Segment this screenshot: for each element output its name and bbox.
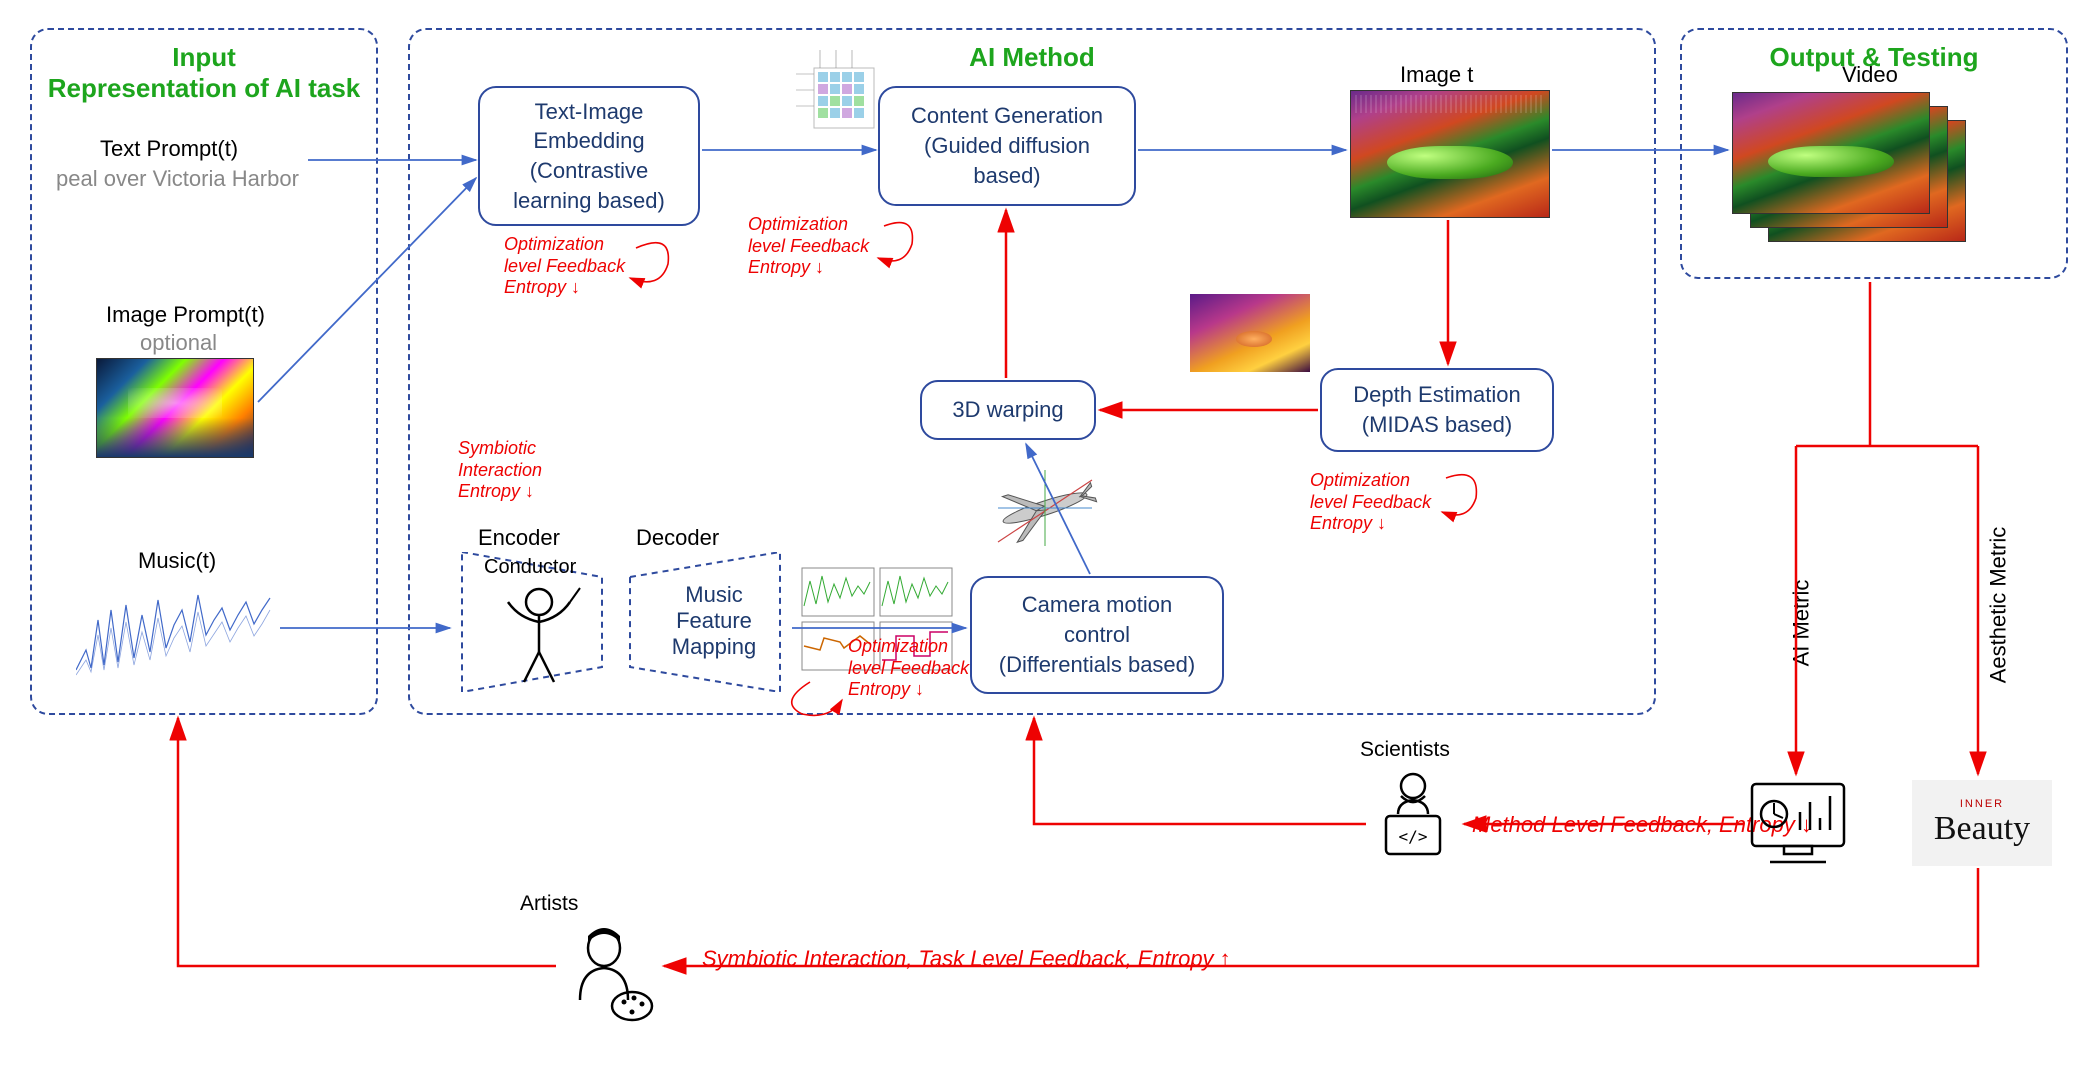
node-depth-text: Depth Estimation (MIDAS based) [1353,380,1521,439]
ai-metric-label: AI Metric [1788,580,1814,667]
image-prompt-label: Image Prompt(t) [106,302,265,328]
text-prompt-label: Text Prompt(t) [100,136,238,162]
matrix-icon [796,50,878,132]
aesthetic-metric-label: Aesthetic Metric [1985,527,2011,684]
node-embedding: Text-Image Embedding (Contrastive learni… [478,86,700,226]
text-prompt-example: peal over Victoria Harbor [56,166,299,192]
panel-input-title-l1: Input Representation of AI task [48,42,361,103]
node-generation-text: Content Generation (Guided diffusion bas… [911,101,1103,190]
node-depth: Depth Estimation (MIDAS based) [1320,368,1554,452]
label-artists: Artists [520,892,578,916]
depth-thumb [1190,294,1310,372]
svg-text:</>: </> [1399,827,1428,846]
conductor-icon [484,580,594,690]
input-image-thumb [96,358,254,458]
node-warp-text: 3D warping [952,395,1063,425]
fb-task: Symbiotic Interaction, Task Level Feedba… [702,946,1231,972]
inner-text: INNER [1960,798,2004,810]
fb-gen: Optimization level Feedback Entropy ↓ [748,214,869,279]
fb-depth: Optimization level Feedback Entropy ↓ [1310,470,1431,535]
fb-cam: Optimization level Feedback Entropy ↓ [848,636,969,701]
label-scientists: Scientists [1360,738,1450,762]
node-music-text: Music Feature Mapping [672,582,756,660]
image-prompt-optional: optional [140,330,217,356]
node-music: Music Feature Mapping [640,562,788,680]
ai-metric-icon [1746,778,1850,872]
node-warp: 3D warping [920,380,1096,440]
fb-embed: Optimization level Feedback Entropy ↓ [504,234,625,299]
imaget-thumb [1350,90,1550,218]
fb-sym: Symbiotic Interaction Entropy ↓ [458,438,542,503]
artists-icon [560,922,660,1032]
music-label: Music(t) [138,548,216,574]
label-conductor: Conductor [484,556,576,579]
label-imaget: Image t [1400,62,1473,88]
node-camera: Camera motion control (Differentials bas… [970,576,1224,694]
label-encoder: Encoder [478,525,560,551]
video-thumb-1 [1732,92,1930,214]
beauty-text: Beauty [1934,810,2030,848]
node-embedding-text: Text-Image Embedding (Contrastive learni… [513,97,665,216]
aesthetic-icon: INNER Beauty [1912,780,2052,866]
panel-input-title: Input Representation of AI task [32,42,376,104]
music-waveform [76,580,276,684]
label-decoder: Decoder [636,525,719,551]
scientists-icon: </> [1368,768,1458,864]
node-camera-text: Camera motion control (Differentials bas… [999,590,1195,679]
label-video: Video [1842,62,1898,88]
plane-icon [988,462,1102,554]
node-generation: Content Generation (Guided diffusion bas… [878,86,1136,206]
